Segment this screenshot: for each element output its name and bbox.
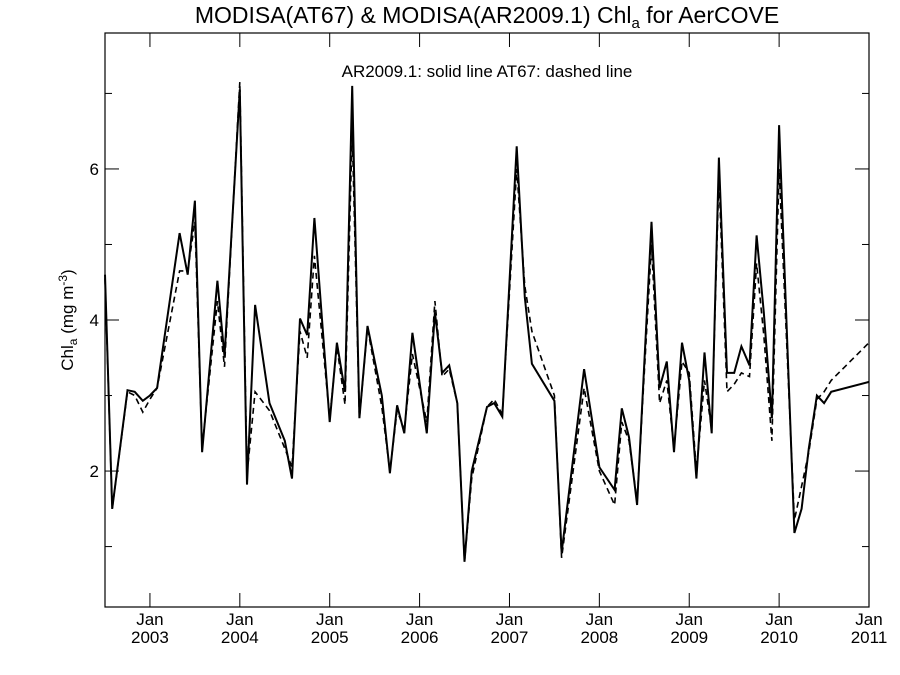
x-tick-month-label: Jan (765, 610, 792, 629)
x-tick-year-label: 2009 (670, 628, 708, 647)
x-tick-month-label: Jan (496, 610, 523, 629)
y-axis-label: Chla (mg m-3) (56, 269, 80, 371)
x-tick-month-label: Jan (226, 610, 253, 629)
series-group (104, 82, 870, 562)
x-tick-year-label: 2004 (221, 628, 259, 647)
x-tick-year-label: 2006 (401, 628, 439, 647)
x-tick-year-label: 2011 (851, 628, 888, 647)
series-line-at67 (104, 82, 870, 562)
x-tick-month-label: Jan (136, 610, 163, 629)
y-tick-label: 6 (90, 160, 99, 179)
y-tick-label: 2 (90, 462, 99, 481)
chart-title: MODISA(AT67) & MODISA(AR2009.1) Chla for… (194, 2, 780, 32)
x-tick-year-label: 2005 (311, 628, 349, 647)
x-tick-year-label: 2008 (580, 628, 618, 647)
x-tick-month-label: Jan (855, 610, 882, 629)
legend-annotation: AR2009.1: solid line AT67: dashed line (341, 62, 633, 81)
x-tick-month-label: Jan (406, 610, 433, 629)
series-line-ar2009-1 (104, 85, 870, 562)
x-tick-month-label: Jan (676, 610, 703, 629)
x-tick-year-label: 2003 (131, 628, 169, 647)
x-tick-month-label: Jan (316, 610, 343, 629)
y-tick-label: 4 (90, 311, 99, 330)
x-tick-month-label: Jan (586, 610, 613, 629)
x-tick-year-label: 2007 (491, 628, 529, 647)
axis-ticks: 246Jan2003Jan2004Jan2005Jan2006Jan2007Ja… (90, 33, 888, 647)
x-tick-year-label: 2010 (760, 628, 798, 647)
